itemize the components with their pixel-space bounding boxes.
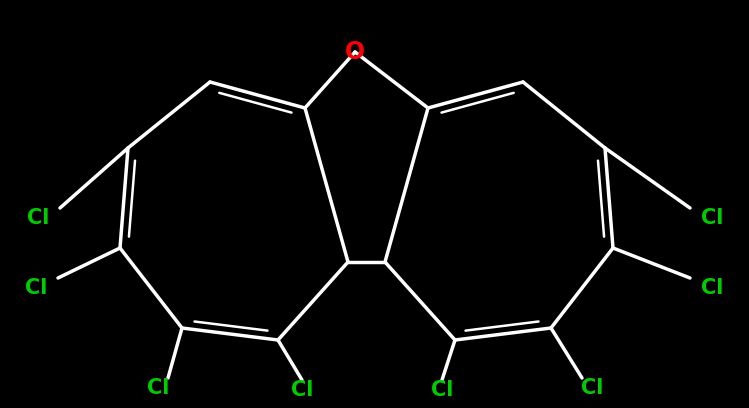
Text: Cl: Cl bbox=[25, 278, 47, 298]
Text: Cl: Cl bbox=[580, 378, 603, 398]
Text: Cl: Cl bbox=[147, 378, 169, 398]
Text: Cl: Cl bbox=[701, 278, 724, 298]
Text: Cl: Cl bbox=[291, 380, 313, 400]
Text: Cl: Cl bbox=[27, 208, 49, 228]
Text: Cl: Cl bbox=[701, 208, 724, 228]
Text: O: O bbox=[345, 40, 365, 64]
Text: Cl: Cl bbox=[431, 380, 453, 400]
